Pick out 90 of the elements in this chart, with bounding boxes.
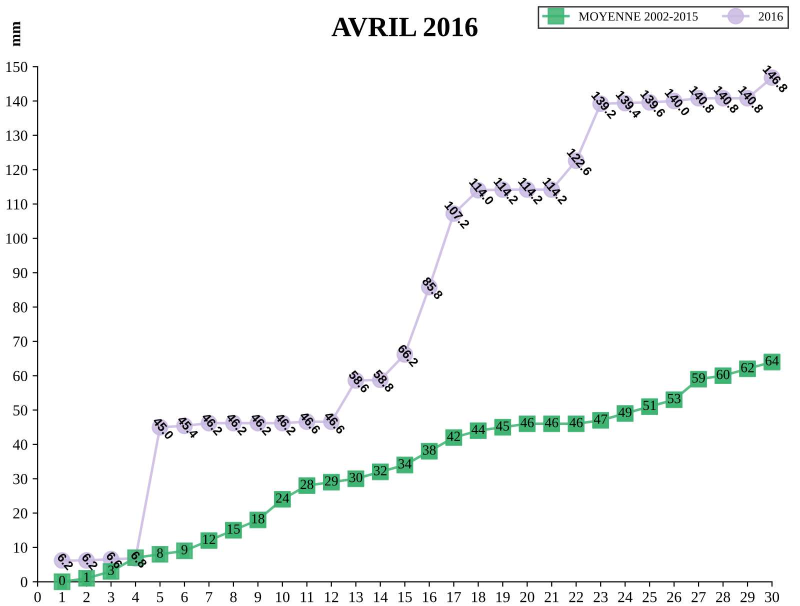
data-label: 53 xyxy=(668,394,680,404)
x-tick-label: 12 xyxy=(325,592,338,602)
data-label: 1 xyxy=(84,572,90,582)
data-label: 46 xyxy=(520,418,534,428)
x-tick-label: 25 xyxy=(642,592,657,602)
y-tick-label: 0 xyxy=(20,576,28,588)
x-tick-label: 11 xyxy=(300,592,314,602)
x-tick-label: 7 xyxy=(206,592,212,602)
y-tick-label: 50 xyxy=(13,405,28,416)
x-tick-label: 28 xyxy=(716,592,730,602)
y-tick-label: 70 xyxy=(14,336,28,347)
x-tick-label: 22 xyxy=(569,592,583,602)
x-tick-label: 1 xyxy=(60,592,65,602)
x-tick-label: 17 xyxy=(447,592,461,602)
x-tick-label: 20 xyxy=(520,592,534,602)
y-tick-label: 20 xyxy=(13,508,28,519)
y-axis-title: mm xyxy=(13,21,20,46)
y-tick-label: 30 xyxy=(13,474,28,484)
x-tick-label: 18 xyxy=(472,592,486,602)
x-tick-label: 2 xyxy=(83,592,90,602)
x-tick-label: 9 xyxy=(254,592,262,602)
data-label: 59 xyxy=(692,373,705,383)
chart-title: AVRIL 2016 xyxy=(332,18,478,37)
y-tick-label: 100 xyxy=(6,234,28,244)
data-label: 46.6 xyxy=(299,410,322,435)
data-label: 46 xyxy=(569,418,583,428)
x-tick-label: 16 xyxy=(422,592,436,602)
data-label: 47 xyxy=(594,414,608,424)
data-label: 32 xyxy=(374,466,386,476)
data-label: 6.2 xyxy=(81,552,98,571)
y-tick-label: 10 xyxy=(14,542,28,553)
legend-label: 2016 xyxy=(758,12,783,21)
data-label: 6.2 xyxy=(56,552,74,571)
data-label: 24 xyxy=(276,493,290,503)
x-tick-label: 19 xyxy=(496,592,510,602)
y-tick-label: 60 xyxy=(13,370,28,382)
data-label: 6.8 xyxy=(130,550,148,569)
data-label: 29 xyxy=(325,476,338,486)
y-tick-label: 140 xyxy=(6,96,28,106)
x-tick-label: 21 xyxy=(544,592,558,602)
y-tick-label: 40 xyxy=(12,440,28,450)
y-tick-label: 90 xyxy=(13,268,28,278)
data-label: 45.0 xyxy=(152,416,174,440)
data-label: 45 xyxy=(496,421,510,431)
x-tick-label: 13 xyxy=(350,592,363,602)
data-label: 45.4 xyxy=(176,414,199,439)
y-tick-label: 130 xyxy=(6,130,28,141)
x-tick-label: 24 xyxy=(618,592,633,602)
x-tick-label: 27 xyxy=(692,592,706,602)
data-label: 38 xyxy=(423,445,436,455)
data-label: 51 xyxy=(643,400,656,410)
data-label: 28 xyxy=(300,480,314,490)
y-tick-label: 120 xyxy=(6,164,28,176)
y-tick-label: 80 xyxy=(13,302,28,312)
data-label: 44 xyxy=(472,424,485,434)
data-label: 46.2 xyxy=(274,412,297,436)
x-tick-label: 15 xyxy=(398,592,412,602)
x-tick-label: 4 xyxy=(132,592,140,602)
data-label: 64 xyxy=(766,356,779,366)
x-tick-label: 23 xyxy=(594,592,608,602)
y-tick-label: 110 xyxy=(6,199,28,210)
data-label: 42 xyxy=(447,432,460,441)
x-tick-label: 29 xyxy=(740,592,755,602)
data-label: 49 xyxy=(618,408,632,417)
data-label: 46 xyxy=(545,418,558,428)
data-label: 0 xyxy=(59,576,66,586)
data-label: 46.2 xyxy=(226,412,248,436)
y-tick-label: 150 xyxy=(6,62,28,72)
data-label: 8 xyxy=(157,548,163,558)
data-label: 34 xyxy=(398,459,412,468)
x-tick-label: 3 xyxy=(108,592,114,602)
data-label: 12 xyxy=(203,534,216,544)
data-label: 46.6 xyxy=(324,410,346,435)
data-label: 18 xyxy=(252,514,264,524)
x-tick-label: 0 xyxy=(34,592,41,602)
x-tick-label: 10 xyxy=(276,592,290,602)
data-label: 62 xyxy=(741,362,754,372)
legend-label: MOYENNE 2002-2015 xyxy=(578,12,698,21)
data-label: 15 xyxy=(228,524,240,534)
data-label: 9 xyxy=(181,544,188,554)
data-label: 46.2 xyxy=(250,412,272,436)
data-label: 46.2 xyxy=(201,412,224,436)
data-label: 60 xyxy=(716,370,730,380)
x-tick-label: 30 xyxy=(765,592,780,602)
x-tick-label: 6 xyxy=(181,592,188,602)
data-label: 30 xyxy=(350,472,362,482)
x-tick-label: 26 xyxy=(667,592,682,602)
x-tick-label: 8 xyxy=(230,592,237,602)
x-tick-label: 14 xyxy=(374,592,388,602)
x-tick-label: 5 xyxy=(157,592,164,602)
